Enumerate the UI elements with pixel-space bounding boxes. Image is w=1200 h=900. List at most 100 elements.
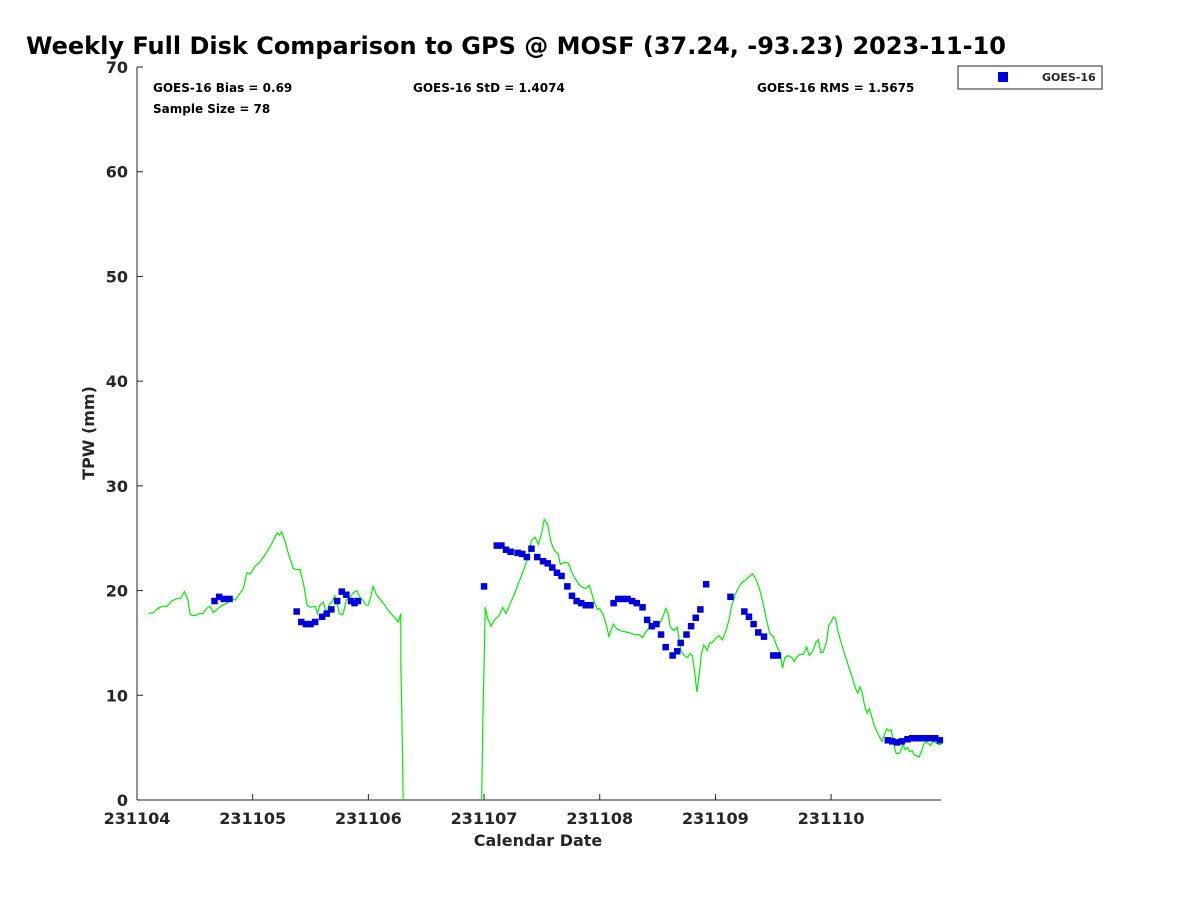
- y-tick-label: 70: [106, 58, 128, 77]
- goes-16-point: [498, 542, 505, 549]
- y-tick-label: 20: [106, 582, 128, 601]
- x-tick-label: 231108: [566, 809, 633, 828]
- goes-16-point: [577, 599, 585, 607]
- y-tick-label: 10: [106, 686, 128, 705]
- goes-16-point: [544, 560, 551, 567]
- goes-16-point: [539, 558, 547, 565]
- goes-16-point: [568, 592, 576, 600]
- x-tick-label: 231107: [451, 809, 518, 828]
- goes-16-point: [347, 597, 355, 605]
- goes-16-point: [211, 597, 218, 605]
- chart-title: Weekly Full Disk Comparison to GPS @ MOS…: [26, 32, 1006, 60]
- gps-line-segment: [148, 530, 404, 801]
- goes-16-point: [922, 734, 930, 742]
- y-tick-label: 40: [106, 372, 128, 391]
- goes-16-point: [683, 631, 690, 638]
- x-axis-label: Calendar Date: [474, 831, 603, 850]
- gps-series: [148, 517, 941, 801]
- goes-16-point: [657, 631, 665, 638]
- sample-size-stat: Sample Size = 78: [153, 102, 270, 116]
- legend: GOES-16: [957, 65, 1103, 90]
- goes-16-point: [750, 620, 757, 628]
- x-tick-label: 231106: [335, 809, 402, 828]
- goes-16-point: [653, 620, 660, 628]
- goes-16-point: [343, 591, 350, 599]
- goes-16-point: [507, 548, 514, 556]
- goes-16-point: [564, 583, 571, 590]
- y-tick-label: 60: [106, 163, 128, 182]
- goes-16-point: [302, 620, 310, 628]
- goes-16-point: [307, 620, 314, 628]
- goes-16-point: [587, 601, 594, 609]
- goes-16-point: [226, 595, 233, 603]
- goes-16-point: [633, 599, 641, 607]
- goes-16-point: [558, 572, 565, 580]
- goes-16-point: [323, 610, 330, 617]
- goes-16-point: [673, 648, 681, 655]
- goes-16-point: [774, 652, 782, 659]
- y-tick-label: 30: [106, 477, 128, 496]
- x-tick-label: 231110: [798, 809, 865, 828]
- goes-16-point: [662, 643, 669, 651]
- goes-16-point: [298, 618, 305, 626]
- goes-16-point: [727, 593, 734, 601]
- goes-16-point: [687, 622, 695, 630]
- goes-16-point: [770, 652, 777, 659]
- goes-16-point: [702, 581, 710, 588]
- goes-16-point: [931, 734, 939, 742]
- x-tick-label: 231105: [219, 809, 286, 828]
- goes-16-point: [514, 549, 521, 557]
- goes-16-point: [904, 736, 911, 743]
- goes-16-point: [893, 739, 901, 746]
- goes-16-point: [534, 553, 541, 561]
- goes-16-point: [553, 569, 561, 577]
- plot-area: [136, 67, 944, 801]
- goes-16-point: [648, 622, 656, 630]
- goes-16-point: [523, 553, 531, 561]
- goes-16-point: [760, 633, 768, 640]
- y-tick-label: 0: [117, 791, 128, 810]
- goes-16-point: [614, 595, 622, 603]
- goes-16-point: [677, 639, 684, 647]
- goes-16-point: [351, 599, 358, 607]
- goes-16-point: [889, 738, 896, 745]
- goes-16-point: [549, 564, 556, 571]
- goes-16-point: [619, 595, 627, 603]
- goes-16-point: [354, 597, 362, 605]
- goes-16-point: [573, 597, 580, 605]
- goes-16-point: [918, 734, 925, 742]
- goes-16-point: [582, 601, 590, 609]
- goes-16-point: [908, 734, 916, 742]
- y-axis-label: TPW (mm): [79, 386, 98, 480]
- x-tick-label: 231104: [104, 809, 171, 828]
- goes-16-point: [884, 737, 892, 744]
- goes-16-point: [502, 546, 510, 553]
- goes-16-point: [643, 616, 651, 624]
- goes-16-point: [898, 738, 905, 745]
- goes-16-point: [220, 595, 228, 603]
- plot-background: [137, 67, 941, 800]
- goes-16-point: [745, 613, 753, 620]
- y-axis-ticks: 0 10 20 30 40 50 60 70: [106, 58, 143, 810]
- gps-line-segment: [481, 517, 941, 801]
- legend-goes-16-marker: [998, 72, 1008, 82]
- goes-16-point: [338, 588, 346, 595]
- goes-16-point: [628, 597, 636, 605]
- goes-16-point: [493, 542, 501, 549]
- x-tick-label: 231109: [682, 809, 749, 828]
- bias-stat: GOES-16 Bias = 0.69: [153, 81, 292, 95]
- y-tick-label: 50: [106, 267, 128, 286]
- goes-16-point: [936, 737, 944, 744]
- legend-box: [957, 65, 1103, 90]
- legend-goes-16-label: GOES-16: [1042, 71, 1096, 84]
- goes-16-point: [333, 597, 341, 605]
- goes-16-point: [215, 593, 223, 601]
- goes-16-point: [741, 608, 748, 615]
- goes-16-point: [927, 734, 934, 742]
- std-stat: GOES-16 StD = 1.4074: [413, 81, 565, 95]
- goes-16-point: [328, 606, 335, 613]
- goes-16-point: [692, 614, 700, 622]
- goes-16-series: [211, 542, 944, 746]
- goes-16-point: [311, 618, 319, 626]
